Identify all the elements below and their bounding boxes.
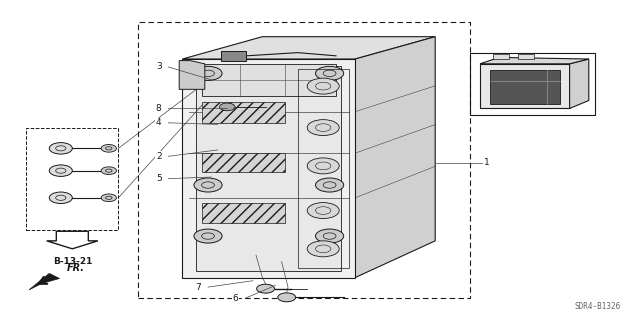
- Bar: [196, 66, 341, 271]
- Text: 6: 6: [233, 294, 238, 303]
- Circle shape: [316, 178, 344, 192]
- Circle shape: [101, 145, 116, 152]
- Bar: [221, 51, 246, 61]
- Polygon shape: [182, 37, 435, 59]
- Circle shape: [307, 158, 339, 174]
- Circle shape: [220, 103, 235, 111]
- Text: 7: 7: [196, 283, 201, 292]
- Polygon shape: [480, 64, 570, 108]
- Circle shape: [194, 178, 222, 192]
- Circle shape: [316, 66, 344, 80]
- Bar: [26, 128, 118, 230]
- Circle shape: [101, 167, 116, 174]
- Text: 8: 8: [156, 104, 161, 113]
- Circle shape: [49, 192, 72, 204]
- Bar: [138, 22, 470, 298]
- Text: B-13-21: B-13-21: [52, 257, 92, 266]
- Circle shape: [101, 194, 116, 202]
- Text: 5: 5: [156, 174, 161, 183]
- Polygon shape: [490, 70, 560, 104]
- Polygon shape: [355, 37, 435, 278]
- Circle shape: [307, 203, 339, 219]
- Polygon shape: [480, 57, 589, 64]
- Circle shape: [307, 78, 339, 94]
- Polygon shape: [179, 61, 205, 89]
- Text: 3: 3: [156, 63, 161, 71]
- Bar: [518, 54, 534, 59]
- Polygon shape: [570, 59, 589, 108]
- Bar: [202, 64, 336, 96]
- Bar: [202, 102, 285, 123]
- Text: SDR4-B1326: SDR4-B1326: [575, 302, 621, 311]
- Text: 1: 1: [484, 158, 489, 167]
- Circle shape: [307, 241, 339, 257]
- Text: 2: 2: [156, 152, 161, 161]
- Circle shape: [49, 165, 72, 176]
- Circle shape: [194, 66, 222, 80]
- Bar: [202, 153, 285, 172]
- Polygon shape: [29, 273, 60, 290]
- Circle shape: [316, 229, 344, 243]
- Text: 4: 4: [156, 118, 161, 127]
- Text: FR.: FR.: [67, 263, 85, 273]
- Bar: [202, 203, 285, 223]
- Polygon shape: [182, 59, 355, 278]
- Bar: [470, 53, 595, 115]
- Bar: [493, 54, 509, 59]
- Circle shape: [257, 284, 275, 293]
- Polygon shape: [47, 231, 98, 249]
- Circle shape: [194, 229, 222, 243]
- Circle shape: [307, 120, 339, 136]
- Circle shape: [278, 293, 296, 302]
- Bar: [298, 69, 349, 268]
- Circle shape: [49, 143, 72, 154]
